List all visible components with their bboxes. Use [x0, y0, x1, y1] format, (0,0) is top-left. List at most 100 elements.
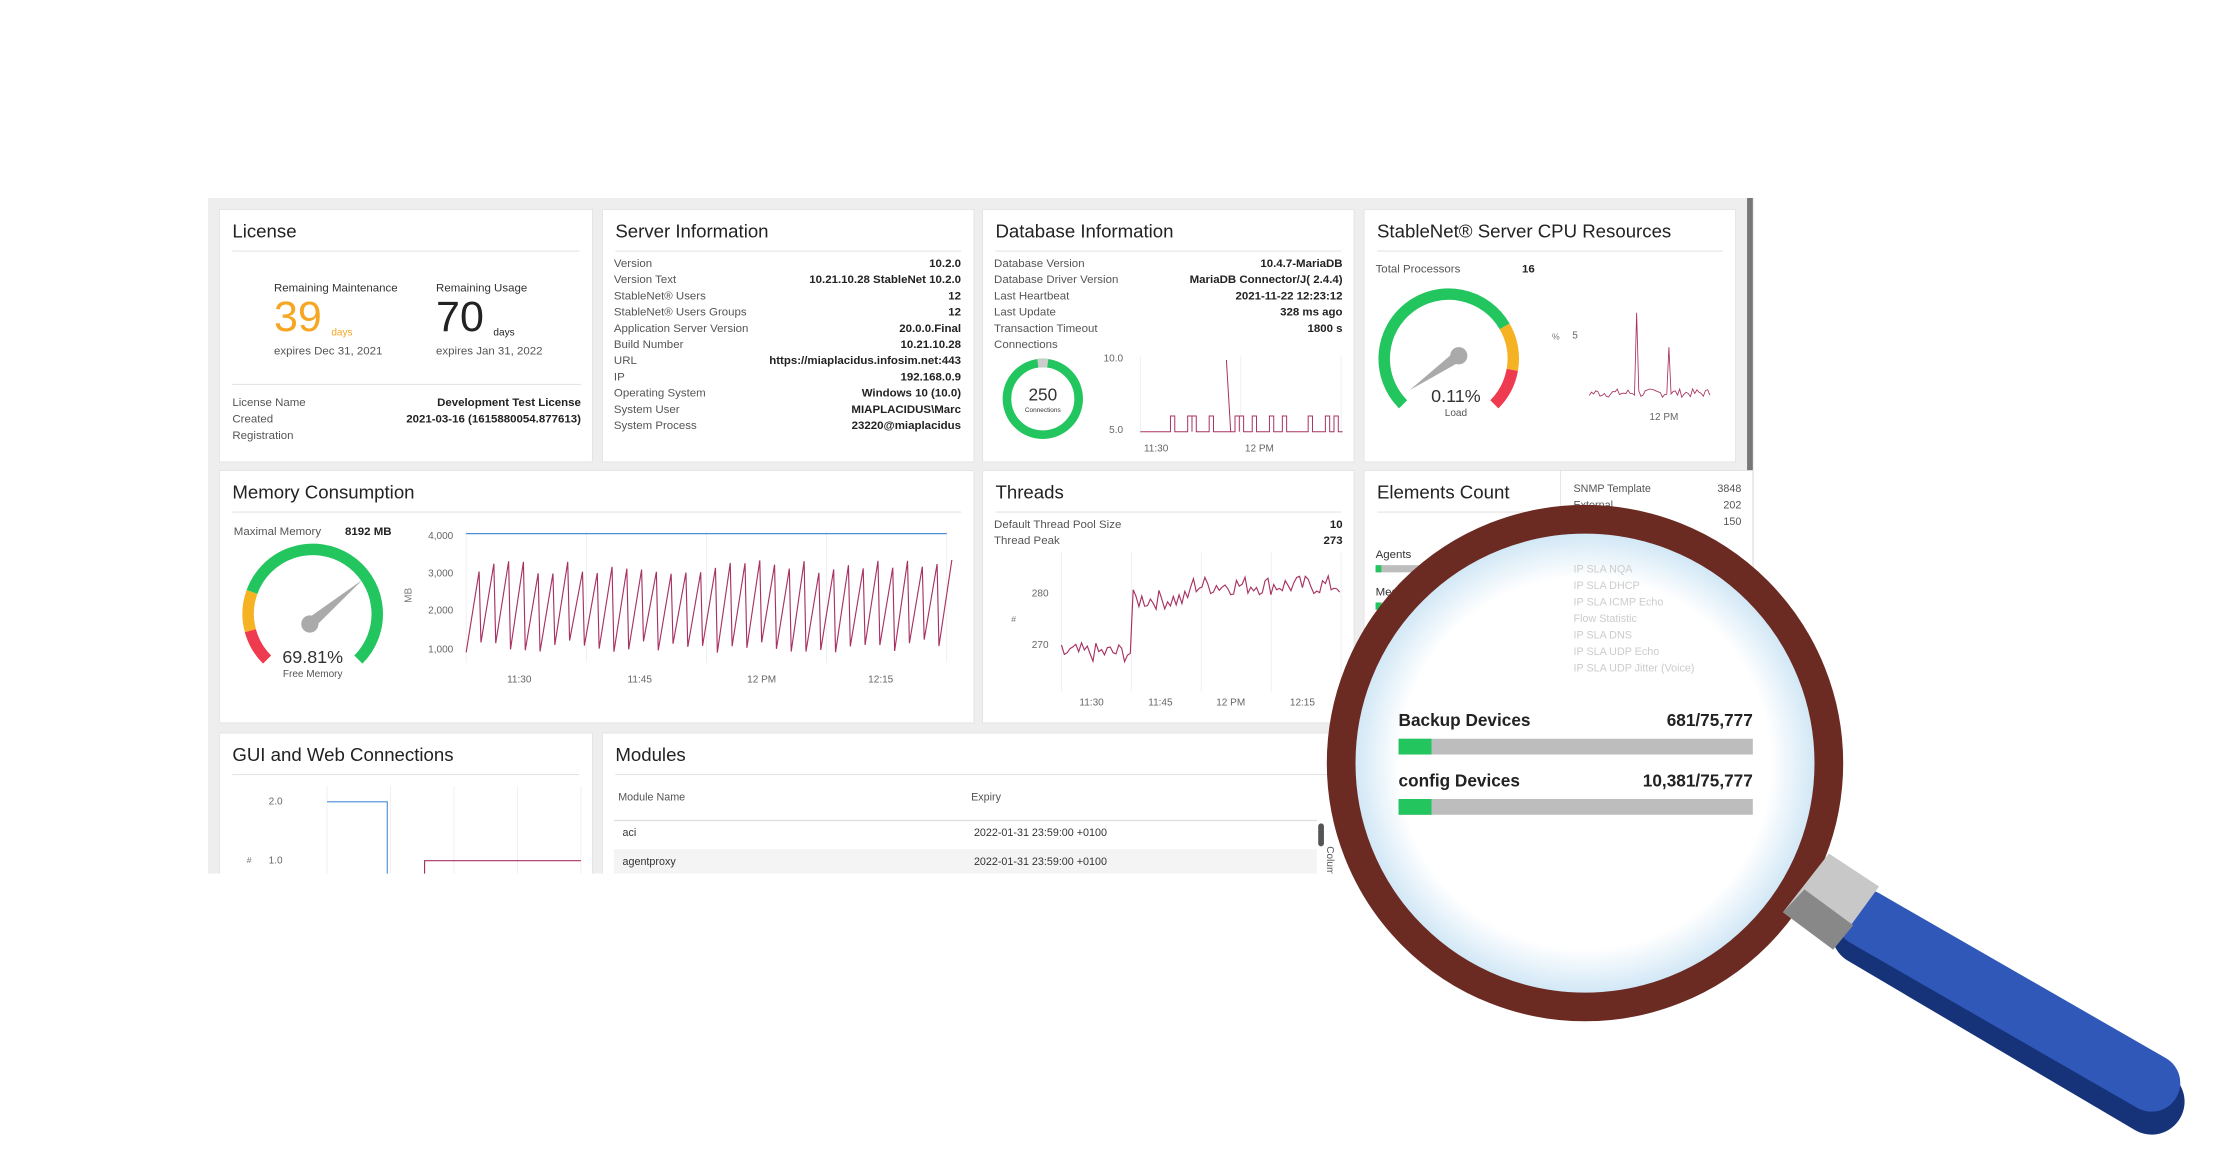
- zoom-bar-fill: [1398, 798, 1432, 815]
- gauge-arc: [1378, 288, 1510, 409]
- y-tick-label: 2.0: [269, 797, 283, 808]
- faint-item: IP SLA UDP Jitter (Voice): [1574, 662, 1695, 674]
- donut-value: 250: [1028, 384, 1057, 404]
- y-tick-label: 1.0: [269, 855, 283, 866]
- element-label: Agents: [1376, 549, 1412, 561]
- element-bar-fill: [1375, 602, 1382, 610]
- column-header: Module Name: [618, 791, 685, 803]
- row-label: Database Driver Version: [994, 274, 1118, 286]
- remaining-label: Remaining Usage: [436, 282, 527, 294]
- row-label: Registration: [232, 430, 293, 442]
- x-tick-label: 12 PM: [1649, 412, 1678, 423]
- row-value: 23220@miaplacidus: [852, 420, 961, 432]
- row-label: Default Thread Pool Size: [994, 519, 1121, 531]
- y-axis-label: #: [1011, 614, 1016, 624]
- zoom-value: 681/75,777: [1667, 710, 1753, 730]
- gauge-arc: [246, 543, 383, 664]
- row-value: 12: [948, 290, 961, 302]
- y-tick-label: 5: [1572, 330, 1578, 341]
- x-tick-label: 12:15: [868, 675, 894, 686]
- x-tick-label: 11:30: [1144, 444, 1169, 455]
- row-label: Version: [614, 258, 652, 270]
- chart-line: [465, 559, 953, 653]
- panel-title: Server Information: [615, 220, 768, 241]
- row-value: 10.2.0: [929, 258, 961, 270]
- x-tick-label: 12:15: [1290, 698, 1316, 709]
- chart-line: [1140, 360, 1343, 433]
- gauge-arc: [244, 628, 272, 664]
- y-axis-label: MB: [403, 587, 414, 602]
- faint-item: IP SLA ICMP Echo: [1574, 596, 1664, 608]
- x-tick-label: 11:45: [628, 675, 653, 686]
- row-value: 10.4.7-MariaDB: [1260, 258, 1342, 270]
- popup-value: 150: [1723, 516, 1741, 528]
- scrollbar: [1747, 197, 1753, 471]
- row-value: 20.0.0.Final: [899, 323, 961, 335]
- row-value: 10.21.10.28 StableNet 10.2.0: [809, 274, 961, 286]
- remaining-unit: days: [331, 327, 352, 338]
- row-value: 10.21.10.28: [900, 339, 961, 351]
- row-label: Created: [232, 414, 273, 426]
- row-label: System Process: [614, 420, 697, 432]
- y-axis-label: #: [247, 855, 252, 865]
- y-axis-label: %: [1552, 331, 1560, 341]
- lens-ring: [1326, 504, 1844, 1022]
- popup-value: 3848: [1717, 483, 1741, 495]
- zoom-label: config Devices: [1399, 770, 1520, 790]
- panel: [219, 732, 593, 874]
- panel-title: Memory Consumption: [232, 481, 414, 502]
- zoom-value: 10,381/75,777: [1643, 770, 1753, 790]
- row-value: 16: [1522, 264, 1535, 276]
- y-tick-label: 280: [1032, 589, 1049, 600]
- scrollbar: [1318, 823, 1324, 847]
- x-tick-label: 11:45: [1148, 698, 1173, 709]
- panel-title: StableNet® Server CPU Resources: [1377, 220, 1671, 241]
- x-tick-label: 12 PM: [1245, 444, 1274, 455]
- row-value: 2021-11-22 12:23:12: [1235, 290, 1342, 302]
- row-label: Transaction Timeout: [994, 323, 1098, 335]
- element-bar-fill: [1375, 565, 1382, 573]
- row-label: Total Processors: [1376, 264, 1461, 276]
- faint-item: IP SLA DNS: [1574, 629, 1632, 641]
- expires: expires Dec 31, 2021: [274, 345, 382, 357]
- gauge-label: Load: [1445, 408, 1467, 419]
- popup-value: 202: [1723, 499, 1741, 511]
- handle: [1836, 889, 2181, 1112]
- row-label: Version Text: [614, 274, 677, 286]
- row-value: 2021-03-16 (1615880054.877613): [406, 414, 581, 426]
- popup-label: SNMP Template: [1574, 483, 1651, 495]
- magnifier: IP SLA NQA IP SLA DHCP IP SLA ICMP Echo Flo…: [1326, 504, 2185, 1135]
- column-header: Expiry: [971, 791, 1001, 803]
- row-value: 328 ms ago: [1280, 307, 1342, 319]
- gauge-needle: [306, 579, 363, 629]
- module-cell: aci: [623, 827, 637, 839]
- x-tick-label: 11:30: [507, 675, 532, 686]
- handle-collar-shade: [1782, 889, 1854, 950]
- row-value: Windows 10 (10.0): [862, 388, 961, 400]
- gauge-value: 69.81%: [282, 647, 343, 667]
- x-tick-label: 12 PM: [747, 675, 776, 686]
- row-value: 192.168.0.9: [900, 371, 961, 383]
- panel-title: Modules: [615, 744, 685, 765]
- chart-line: [1060, 573, 1341, 664]
- faint-item: IP SLA DHCP: [1574, 580, 1640, 592]
- remaining-unit: days: [493, 327, 514, 338]
- panel-title: Elements Count: [1377, 481, 1510, 502]
- faint-item: IP SLA NQA: [1574, 563, 1634, 575]
- panel-title: Threads: [995, 481, 1063, 502]
- row-value: 8192 MB: [345, 526, 392, 538]
- gauge-needle: [1409, 351, 1463, 391]
- row-label: Maximal Memory: [234, 526, 322, 538]
- chart-line: [424, 860, 581, 874]
- x-tick-label: 11:30: [1079, 698, 1104, 709]
- panel: [982, 209, 1355, 463]
- remaining-label: Remaining Maintenance: [274, 282, 398, 294]
- remaining-value: 39: [274, 293, 322, 341]
- y-tick-label: 5.0: [1109, 425, 1123, 436]
- gauge-hub: [1450, 347, 1468, 365]
- panel-title: Database Information: [995, 220, 1173, 241]
- row-label: System User: [614, 404, 680, 416]
- row-label: License Name: [232, 397, 305, 409]
- donut-label: Connections: [1025, 407, 1061, 414]
- gauge-hub: [301, 615, 319, 633]
